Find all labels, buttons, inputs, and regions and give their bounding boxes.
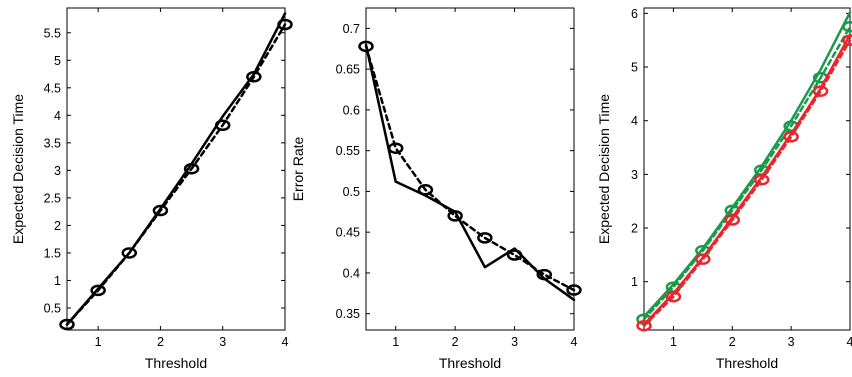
x-tick-label: 1 bbox=[95, 335, 102, 349]
data-point bbox=[665, 290, 682, 303]
y-axis-label-1: Expected Decision Time bbox=[10, 94, 26, 244]
y-tick-label: 0.35 bbox=[336, 307, 360, 321]
series-line-2 bbox=[364, 45, 576, 292]
data-point bbox=[842, 34, 852, 46]
data-point bbox=[812, 85, 829, 97]
x-axis-label-3: Threshold bbox=[716, 355, 778, 371]
y-tick-label: 0.65 bbox=[336, 63, 360, 77]
y-tick-label: 0.45 bbox=[336, 226, 360, 240]
y-tick-label: 1 bbox=[54, 274, 61, 288]
y-tick-label: 0.6 bbox=[343, 103, 360, 117]
y-tick-label: 4.5 bbox=[44, 81, 61, 95]
plot-area-2: 1 2 3 4 0.35 0.4 0.45 0.5 0.55 0.6 0.65 0.7 bbox=[336, 8, 582, 349]
y-tick-label: 3 bbox=[54, 164, 61, 178]
x-tick-label: 4 bbox=[282, 335, 289, 349]
y-tick-label: 6 bbox=[631, 7, 638, 21]
series-line-2 bbox=[642, 25, 852, 321]
data-point bbox=[566, 284, 582, 296]
data-point bbox=[783, 131, 799, 143]
y-tick-label: 3.5 bbox=[44, 136, 61, 150]
data-point bbox=[277, 18, 293, 31]
y-tick-label: 0.4 bbox=[343, 266, 360, 280]
y-axis-label-2: Error Rate bbox=[290, 137, 306, 202]
x-tick-label: 3 bbox=[511, 335, 518, 349]
plot-area-3: 1 2 3 4 1 2 3 4 5 6 bbox=[631, 7, 852, 349]
panel-2: 1 2 3 4 0.35 0.4 0.45 0.5 0.55 0.6 0.65 0.7 Thresho… bbox=[290, 7, 582, 371]
data-point bbox=[121, 247, 138, 259]
plot-frame-2 bbox=[365, 7, 575, 331]
x-tick-label: 2 bbox=[452, 335, 459, 349]
y-tick-label: 5 bbox=[631, 61, 638, 75]
data-point bbox=[214, 119, 231, 131]
data-point bbox=[90, 284, 106, 297]
data-point bbox=[724, 214, 741, 226]
y-tick-label: 4 bbox=[54, 109, 61, 123]
series-line-1 bbox=[364, 43, 576, 302]
data-point bbox=[506, 249, 523, 261]
data-point bbox=[152, 204, 169, 217]
panel-3: 1 2 3 4 1 2 3 4 5 6 Threshold Expected Decision T… bbox=[596, 7, 852, 371]
data-point bbox=[59, 318, 75, 331]
data-point bbox=[536, 268, 553, 281]
data-point bbox=[417, 184, 434, 196]
x-tick-label: 2 bbox=[157, 335, 164, 349]
series-line-3 bbox=[642, 33, 852, 326]
plot-frame-3 bbox=[643, 7, 851, 331]
data-point bbox=[246, 71, 262, 83]
series-line-1 bbox=[642, 11, 852, 318]
y-tick-label: 2.5 bbox=[44, 191, 61, 205]
panel-1: 1 2 3 4 0.5 1 1.5 2 2.5 3 3.5 4 4.5 5 5.5 Threshold Ex… bbox=[10, 7, 293, 371]
y-axis-label-3: Expected Decision Time bbox=[596, 94, 612, 244]
y-tick-label: 0.55 bbox=[336, 144, 360, 158]
x-tick-label: 1 bbox=[670, 335, 677, 349]
data-point bbox=[753, 173, 770, 186]
y-tick-label: 0.5 bbox=[343, 185, 360, 199]
data-point bbox=[695, 253, 711, 265]
x-tick-label: 4 bbox=[571, 335, 578, 349]
y-tick-label: 1.5 bbox=[44, 246, 61, 260]
y-tick-label: 1 bbox=[631, 275, 638, 289]
x-tick-label: 3 bbox=[219, 335, 226, 349]
data-point bbox=[358, 40, 374, 53]
data-point bbox=[387, 142, 404, 154]
data-point bbox=[477, 232, 493, 244]
x-tick-label: 2 bbox=[729, 335, 736, 349]
data-point bbox=[842, 21, 852, 33]
series-line-2 bbox=[65, 23, 287, 326]
x-tick-label: 1 bbox=[392, 335, 399, 349]
x-axis-label-1: Threshold bbox=[145, 355, 207, 371]
plot-frame-1 bbox=[66, 7, 286, 331]
x-tick-label: 4 bbox=[847, 335, 852, 349]
plot-area-1: 1 2 3 4 0.5 1 1.5 2 2.5 3 3.5 4 4.5 5 5.5 bbox=[44, 8, 293, 349]
x-tick-label: 3 bbox=[788, 335, 795, 349]
data-point bbox=[636, 319, 652, 332]
y-tick-label: 4 bbox=[631, 114, 638, 128]
y-tick-label: 2 bbox=[54, 219, 61, 233]
series-line-1 bbox=[65, 12, 287, 326]
y-tick-label: 0.5 bbox=[44, 301, 61, 315]
data-point bbox=[183, 162, 200, 175]
y-tick-label: 3 bbox=[631, 168, 638, 182]
y-tick-label: 0.7 bbox=[343, 22, 360, 36]
y-tick-label: 5.5 bbox=[44, 26, 61, 40]
x-axis-label-2: Threshold bbox=[439, 355, 501, 371]
y-tick-label: 5 bbox=[54, 54, 61, 68]
series-line-4 bbox=[642, 38, 852, 327]
y-tick-label: 2 bbox=[631, 222, 638, 236]
data-point bbox=[447, 210, 463, 222]
